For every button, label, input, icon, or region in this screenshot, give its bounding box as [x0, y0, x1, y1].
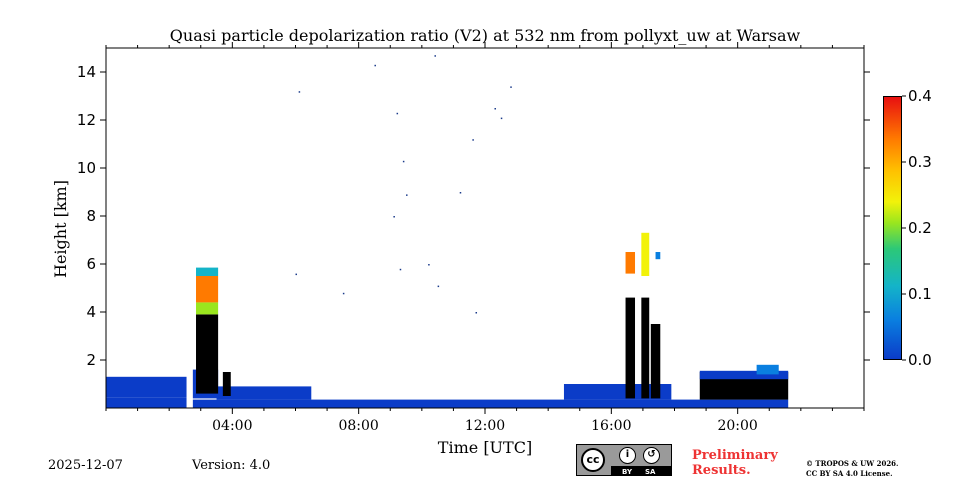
colorbar-tick-label-3: 0.3: [908, 153, 932, 171]
preliminary-line1: Preliminary: [692, 448, 778, 463]
data-patch-6: [196, 302, 219, 315]
footer-version: Version: 4.0: [192, 458, 271, 473]
cc-license-badge: cc i ↺ BY SA: [576, 444, 672, 476]
license-line2: CC BY SA 4.0 License.: [806, 469, 893, 478]
x-tick-label-4: 20:00: [717, 418, 757, 434]
y-tick-label-0: 2: [86, 351, 96, 369]
x-tick-label-3: 16:00: [591, 418, 631, 434]
x-axis-label: Time [UTC]: [438, 438, 532, 457]
y-tick-label-4: 10: [77, 159, 96, 177]
badge-strip: [611, 466, 671, 475]
colorbar-tick-label-2: 0.2: [908, 219, 932, 237]
data-patch-16: [655, 252, 661, 260]
data-patch-1: [106, 376, 187, 398]
data-speckle-5: [396, 112, 399, 115]
badge-sa-label: SA: [645, 468, 656, 476]
data-speckle-15: [428, 264, 430, 266]
data-speckle-6: [472, 139, 474, 141]
preliminary-line2: Results.: [692, 463, 751, 478]
x-tick-label-1: 08:00: [338, 418, 378, 434]
license-notice: © TROPOS & UW 2026. CC BY SA 4.0 License…: [806, 459, 956, 479]
attribution-icon: i: [619, 447, 636, 464]
data-speckle-7: [402, 160, 405, 163]
y-tick-label-6: 14: [77, 63, 96, 81]
plot-area: [106, 55, 789, 408]
colorbar: [883, 96, 902, 360]
license-line1: © TROPOS & UW 2026.: [806, 459, 899, 468]
colorbar-tick-label-1: 0.1: [908, 285, 932, 303]
data-patch-19: [756, 364, 779, 375]
data-patch-3: [216, 386, 312, 400]
y-tick-label-2: 6: [86, 255, 96, 273]
data-speckle-0: [374, 64, 376, 67]
data-speckle-17: [437, 285, 440, 288]
data-patch-18: [699, 370, 789, 380]
cc-icon: cc: [581, 448, 605, 472]
footer-date: 2025-12-07: [48, 458, 123, 473]
x-tick-label-0: 04:00: [212, 418, 252, 434]
data-patch-9: [222, 372, 231, 396]
data-patch-7: [196, 276, 219, 303]
chart-title: Quasi particle depolarization ratio (V2)…: [170, 26, 801, 45]
data-speckle-8: [406, 194, 408, 196]
data-patch-14: [641, 232, 650, 276]
data-speckle-4: [510, 86, 512, 88]
data-speckle-1: [434, 55, 436, 57]
data-speckle-14: [399, 268, 402, 271]
data-patch-0: [106, 397, 187, 408]
data-speckle-10: [393, 216, 395, 218]
y-tick-label-1: 4: [86, 303, 96, 321]
data-patch-2: [192, 399, 789, 408]
x-tick-label-2: 12:00: [465, 418, 505, 434]
colorbar-ticks: 0.0 0.1 0.2 0.3 0.4: [902, 87, 932, 369]
data-speckle-13: [342, 292, 345, 295]
share-alike-icon: ↺: [643, 447, 660, 464]
y-tick-label-3: 8: [86, 207, 96, 225]
plot-frame: [105, 47, 865, 409]
data-patch-8: [196, 267, 219, 276]
data-patch-15: [650, 324, 661, 399]
y-axis-label: Height [km]: [51, 180, 70, 278]
data-patch-11: [625, 297, 636, 399]
badge-by-label: BY: [622, 468, 633, 476]
data-speckle-11: [500, 117, 503, 120]
axes: 04:00 08:00 12:00 16:00 20:00 2 4 6 8 10 12 14: [77, 42, 870, 434]
data-patch-12: [625, 252, 636, 274]
data-speckle-9: [459, 192, 462, 194]
data-speckle-16: [475, 312, 478, 314]
data-speckle-2: [298, 91, 301, 93]
data-patch-5: [196, 314, 219, 394]
preliminary-notice: Preliminary Results.: [692, 448, 792, 478]
data-speckle-3: [494, 108, 496, 110]
data-patch-13: [641, 297, 650, 399]
data-speckle-12: [295, 273, 297, 276]
y-tick-label-5: 12: [77, 111, 96, 129]
colorbar-tick-label-4: 0.4: [908, 87, 932, 105]
colorbar-tick-label-0: 0.0: [908, 351, 932, 369]
